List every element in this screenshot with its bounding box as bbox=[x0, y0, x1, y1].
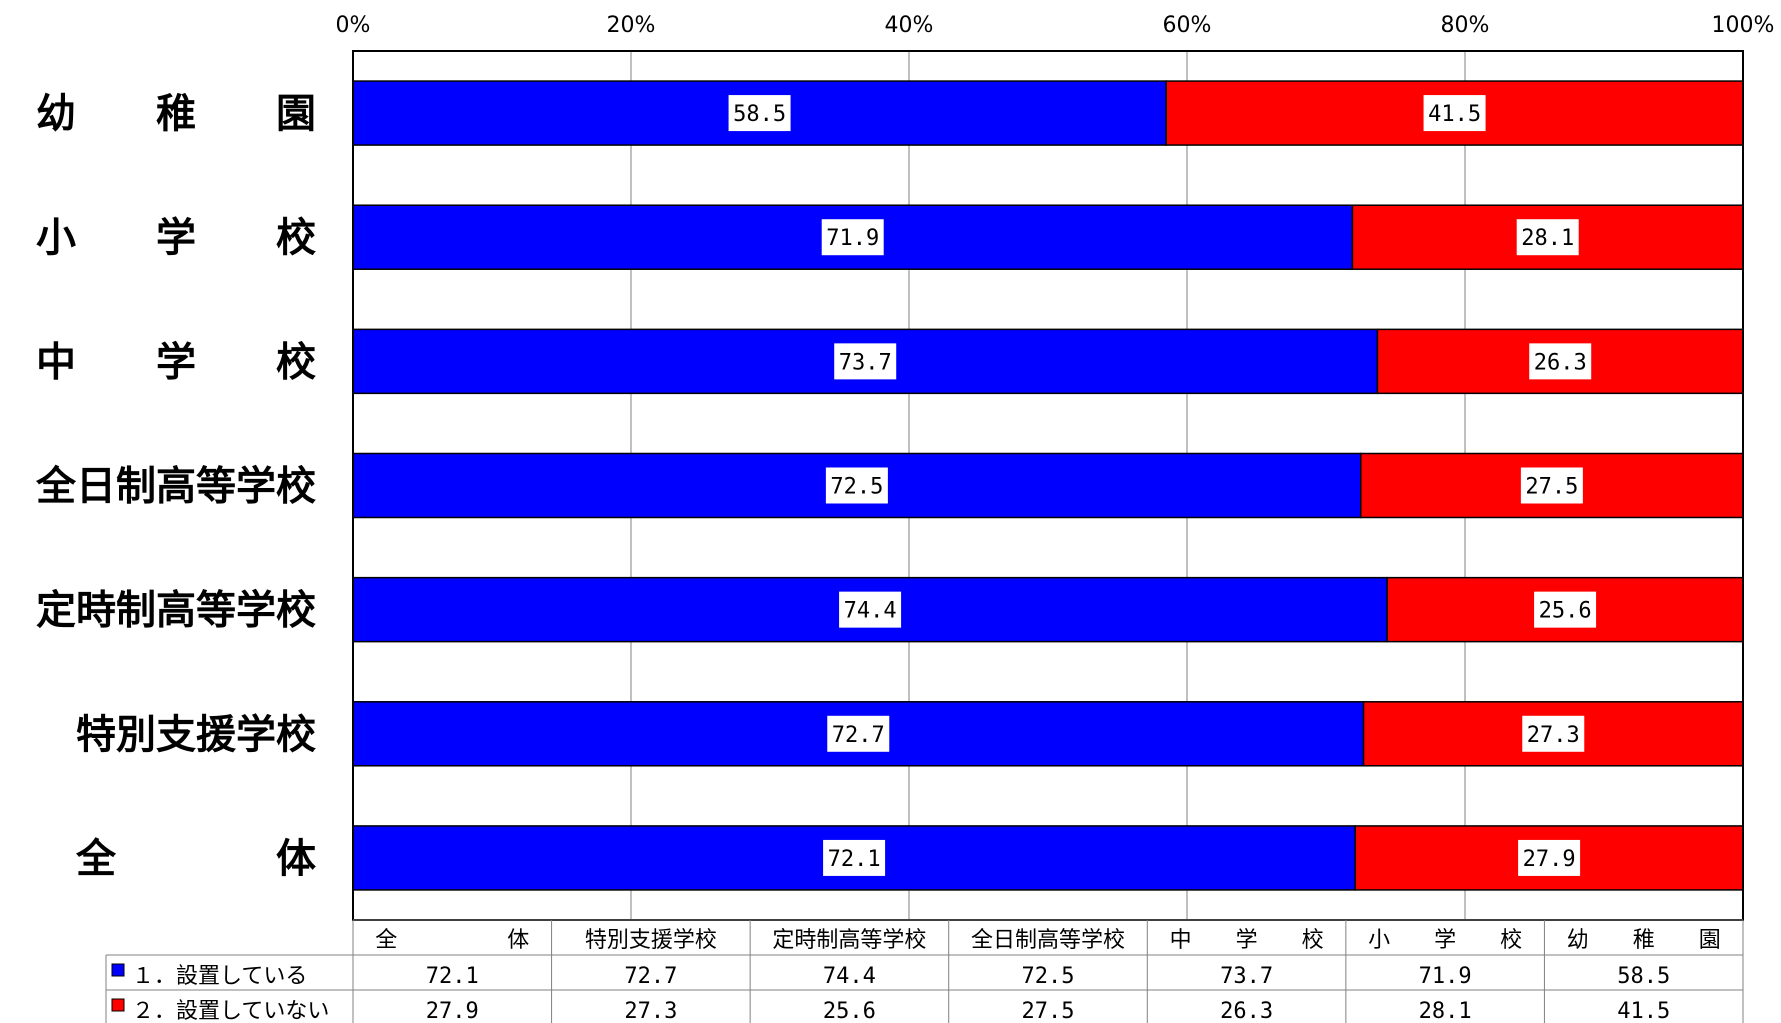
table-header: 小 学 校 bbox=[1368, 928, 1522, 953]
x-tick-label: 80% bbox=[1441, 13, 1490, 38]
data-label: 72.7 bbox=[832, 723, 885, 748]
data-label: 25.6 bbox=[1539, 599, 1592, 624]
data-label: 28.1 bbox=[1521, 226, 1574, 251]
data-label: 27.3 bbox=[1527, 723, 1580, 748]
data-label-box bbox=[823, 839, 886, 876]
table-value: 72.7 bbox=[624, 964, 677, 989]
table-value: 28.1 bbox=[1419, 999, 1472, 1023]
data-table: 全 体 特別支援学校 定時制高等学校 全日制高等学校 中 学 校 小 学 校 幼 稚 園 １．… bbox=[105, 919, 1744, 1023]
table-value: 27.5 bbox=[1022, 999, 1075, 1023]
category-label: 小 学 校 bbox=[36, 215, 316, 261]
data-label-box bbox=[821, 219, 884, 256]
data-label-box bbox=[1423, 95, 1486, 132]
data-label-box bbox=[825, 467, 888, 504]
data-label: 27.9 bbox=[1523, 847, 1576, 872]
x-tick-label: 100% bbox=[1712, 13, 1775, 38]
x-axis-ticks: 0% 20% 40% 60% 80% 100% bbox=[336, 13, 1775, 38]
legend-swatch bbox=[111, 963, 125, 977]
data-label-box bbox=[839, 591, 902, 628]
table-header: 幼 稚 園 bbox=[1567, 928, 1721, 953]
data-label: 26.3 bbox=[1534, 350, 1587, 375]
table-value: 25.6 bbox=[823, 999, 876, 1023]
x-tick-label: 40% bbox=[885, 13, 934, 38]
data-label-box bbox=[827, 715, 890, 752]
data-label-box bbox=[1516, 219, 1579, 256]
table-header: 全 体 bbox=[375, 928, 529, 953]
data-label-box bbox=[834, 343, 897, 380]
legend-swatch bbox=[111, 998, 125, 1012]
table-value: 58.5 bbox=[1617, 964, 1670, 989]
category-label: 特別支援学校 bbox=[76, 712, 316, 758]
legend-label: １．設置している bbox=[132, 964, 307, 989]
table-value: 73.7 bbox=[1220, 964, 1273, 989]
table-header: 中 学 校 bbox=[1170, 928, 1324, 953]
table-value: 72.5 bbox=[1022, 964, 1075, 989]
x-tick-label: 60% bbox=[1163, 13, 1212, 38]
category-label: 定時制高等学校 bbox=[36, 588, 316, 634]
data-label-box bbox=[1522, 715, 1585, 752]
data-label: 41.5 bbox=[1428, 102, 1481, 127]
table-value: 72.1 bbox=[426, 964, 479, 989]
table-value: 27.3 bbox=[624, 999, 677, 1023]
legend-label: ２．設置していない bbox=[132, 999, 329, 1023]
data-label: 74.4 bbox=[844, 599, 897, 624]
data-label: 27.5 bbox=[1525, 475, 1578, 500]
data-label: 58.5 bbox=[733, 102, 786, 127]
data-label-box bbox=[1520, 467, 1583, 504]
data-label-box bbox=[1518, 839, 1581, 876]
data-labels: 58.5 41.5 71.9 28.1 73.7 26.3 72.5 27.5 74.4 25.6… bbox=[728, 95, 1597, 876]
data-label-box bbox=[1529, 343, 1592, 380]
category-label: 幼 稚 園 bbox=[36, 91, 316, 137]
data-label: 73.7 bbox=[839, 350, 892, 375]
data-label: 72.5 bbox=[830, 475, 883, 500]
x-tick-label: 0% bbox=[336, 13, 371, 38]
category-label: 全 体 bbox=[75, 836, 316, 882]
category-label: 全日制高等学校 bbox=[35, 464, 316, 510]
table-header: 全日制高等学校 bbox=[971, 928, 1125, 953]
data-label-box bbox=[728, 95, 791, 132]
table-value: 74.4 bbox=[823, 964, 876, 989]
data-label: 72.1 bbox=[828, 847, 881, 872]
x-tick-label: 20% bbox=[607, 13, 656, 38]
table-value: 71.9 bbox=[1419, 964, 1472, 989]
table-value: 26.3 bbox=[1220, 999, 1273, 1023]
table-value: 27.9 bbox=[426, 999, 479, 1023]
table-value: 41.5 bbox=[1617, 999, 1670, 1023]
table-header: 定時制高等学校 bbox=[772, 928, 926, 953]
category-label: 中 学 校 bbox=[36, 339, 316, 385]
table-header: 特別支援学校 bbox=[585, 928, 717, 953]
data-label-box bbox=[1534, 591, 1597, 628]
data-label: 71.9 bbox=[826, 226, 879, 251]
